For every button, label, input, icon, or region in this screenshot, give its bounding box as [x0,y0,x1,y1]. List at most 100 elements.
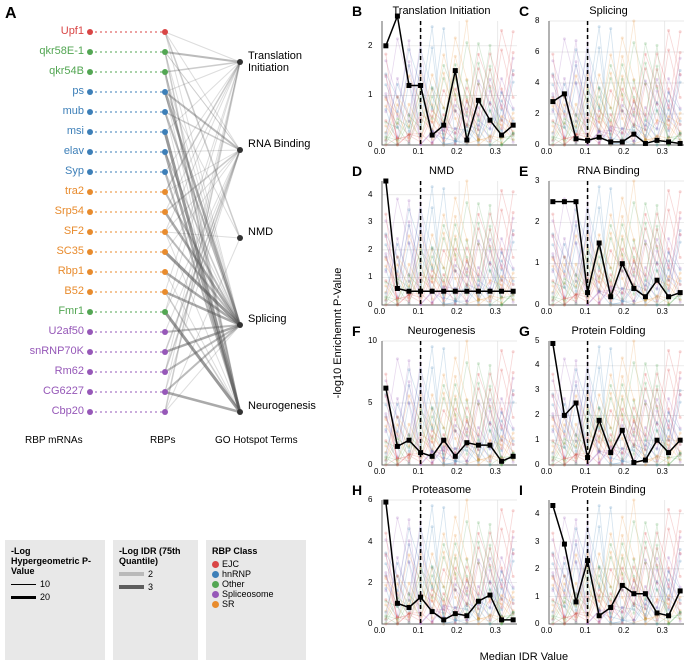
y-tick: 4 [535,360,539,369]
rbp-label: Rbp1 [58,265,84,277]
x-tick: 0.2 [618,307,629,316]
rbp-label: snRNP70K [30,345,84,357]
x-tick: 0.2 [451,307,462,316]
subplot-title: RNA Binding [527,165,690,177]
y-tick: 4 [535,509,539,518]
subplot-I: 012340.00.10.20.3Protein BindingI [527,484,690,640]
y-tick: 1 [535,435,539,444]
x-tick: 0.3 [490,626,501,635]
legend-class-item: Other [212,579,300,589]
subplot-title: Translation Initiation [360,5,523,17]
y-tick: 1 [368,272,372,281]
legend-idr-level: 2 [119,569,192,579]
rbp-label: Upf1 [61,25,84,37]
subplot-G: 0123450.00.10.20.3Protein FoldingG [527,325,690,481]
legend-hyper-level: 20 [11,592,99,602]
legend-class-item: EJC [212,559,300,569]
rbp-label: ps [72,85,84,97]
rbp-label: CG6227 [43,385,84,397]
x-tick: 0.3 [657,147,668,156]
x-tick: 0.0 [541,147,552,156]
x-tick: 0.3 [490,467,501,476]
rbp-label: msi [67,125,84,137]
subplot-title: Protein Binding [527,484,690,496]
x-tick: 0.0 [541,626,552,635]
subplot-label: D [352,163,362,179]
x-tick: 0.0 [374,307,385,316]
subplot-F: 05100.00.10.20.3NeurogenesisF [360,325,523,481]
x-tick: 0.2 [618,147,629,156]
subplot-E: 01230.00.10.20.3RNA BindingE [527,165,690,321]
y-tick: 0 [368,619,372,628]
x-tick: 0.0 [374,626,385,635]
axis-label-right: GO Hotspot Terms [215,435,298,446]
y-tick: 0 [368,140,372,149]
y-tick: 6 [535,47,539,56]
rbp-label: Fmr1 [58,305,84,317]
y-tick: 2 [535,410,539,419]
y-tick: 2 [535,217,539,226]
y-tick: 3 [535,537,539,546]
y-tick: 3 [535,176,539,185]
x-tick: 0.3 [657,467,668,476]
rbp-label: U2af50 [49,325,84,337]
y-tick: 5 [368,398,372,407]
subplot-B: 0120.00.10.20.3Translation InitiationB [360,5,523,161]
x-tick: 0.1 [413,467,424,476]
go-term-label: RNA Binding [248,138,323,150]
legend-idr-title: -Log IDR (75th Quantile) [119,546,192,566]
x-tick: 0.0 [541,307,552,316]
y-tick: 1 [535,258,539,267]
x-tick: 0.0 [374,147,385,156]
rbp-label: SF2 [64,225,84,237]
x-tick: 0.1 [580,626,591,635]
x-tick: 0.2 [451,467,462,476]
subplot-title: Neurogenesis [360,325,523,337]
axis-label-left: RBP mRNAs [25,435,83,446]
subplot-C: 024680.00.10.20.3SplicingC [527,5,690,161]
subplot-label: F [352,323,361,339]
rbp-label: mub [63,105,84,117]
legend-class-item: Spliceosome [212,589,300,599]
x-tick: 0.2 [618,626,629,635]
x-axis-label: Median IDR Value [480,651,568,663]
x-tick: 0.2 [451,147,462,156]
subplot-label: G [519,323,530,339]
y-tick: 1 [368,90,372,99]
legend-hypergeometric: -Log Hypergeometric P-Value 1020 [5,540,105,660]
subplot-title: Protein Folding [527,325,690,337]
network-diagram: Upf1qkr58E-1qkr54BpsmubmsielavSyptra2Srp… [15,20,330,510]
x-tick: 0.3 [657,307,668,316]
y-tick: 3 [535,385,539,394]
y-tick: 0 [368,460,372,469]
y-tick: 4 [368,190,372,199]
y-tick: 8 [535,16,539,25]
rbp-label: Srp54 [55,205,84,217]
rbp-label: Rm62 [55,365,84,377]
subplot-title: Proteasome [360,484,523,496]
y-tick: 4 [535,78,539,87]
rbp-label: Syp [65,165,84,177]
y-tick: 0 [368,300,372,309]
go-term-label: TranslationInitiation [248,50,323,74]
y-tick: 2 [368,41,372,50]
y-tick: 1 [535,592,539,601]
y-tick: 0 [535,460,539,469]
y-tick: 0 [535,140,539,149]
legend-idr-level: 3 [119,582,192,592]
x-tick: 0.3 [490,307,501,316]
x-tick: 0.1 [580,307,591,316]
x-tick: 0.3 [657,626,668,635]
y-tick: 2 [368,245,372,254]
legends: -Log Hypergeometric P-Value 1020 -Log ID… [5,540,330,660]
subplot-title: Splicing [527,5,690,17]
x-tick: 0.1 [413,307,424,316]
legend-hyper-level: 10 [11,579,99,589]
subplot-title: NMD [360,165,523,177]
x-tick: 0.1 [580,467,591,476]
legend-class-title: RBP Class [212,546,300,556]
y-axis-label: -log10 Enrichemnt P-Value [332,267,344,398]
subplot-D: 012340.00.10.20.3NMDD [360,165,523,321]
rbp-label: elav [64,145,84,157]
x-tick: 0.2 [618,467,629,476]
